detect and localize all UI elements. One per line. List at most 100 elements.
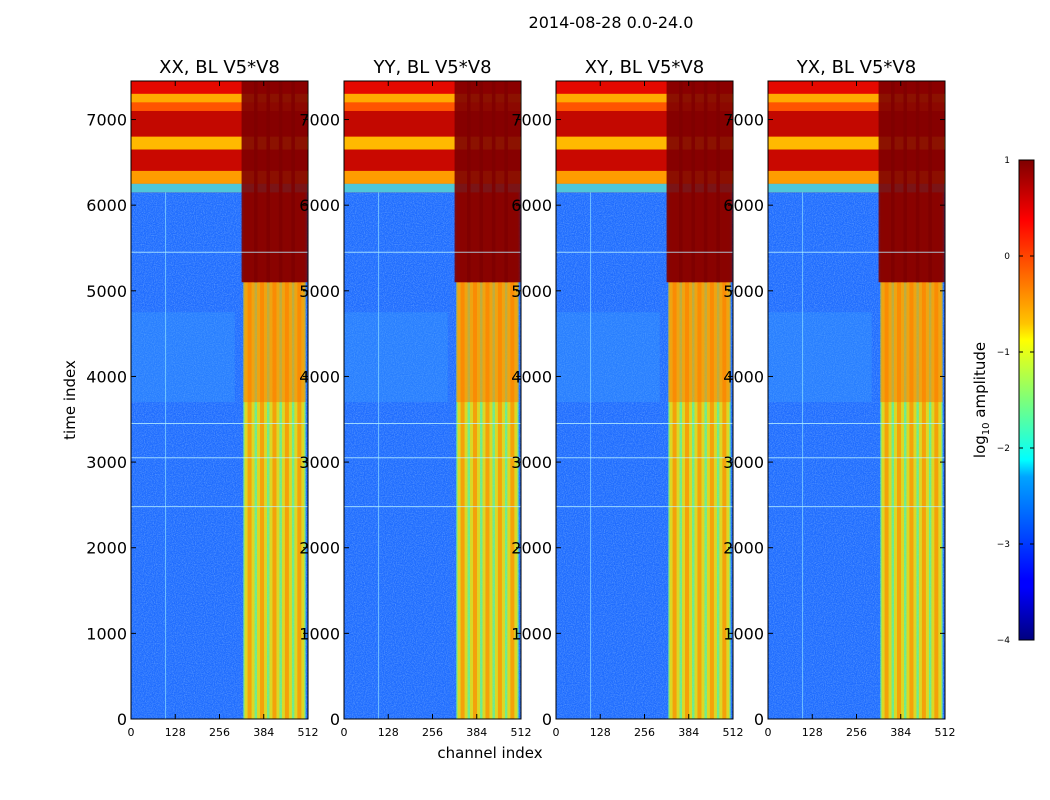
heatmap-pillar <box>467 81 484 283</box>
heatmap-pillar <box>278 81 295 283</box>
x-tick-label: 0 <box>553 726 560 739</box>
heatmap-pillar <box>491 81 508 283</box>
colorbar-tick-label: 1 <box>1004 156 1010 166</box>
y-axis-label: time index <box>61 360 79 440</box>
heatmap-stripe-core <box>934 192 939 719</box>
heatmap-band-faint <box>131 312 235 403</box>
x-tick-label: 512 <box>298 726 319 739</box>
y-tick-label: 7000 <box>511 111 552 130</box>
y-tick-label: 0 <box>330 710 340 729</box>
y-tick-label: 7000 <box>723 111 764 130</box>
x-tick-label: 0 <box>765 726 772 739</box>
heatmap-pillar <box>241 81 258 283</box>
figure-title: 2014-08-28 0.0-24.0 <box>529 13 694 32</box>
panels: XX, BL V5*V8 0 128 256 384 512 0 1000 2000 3000 40… <box>86 57 955 739</box>
colorbar-label-base: log <box>971 435 989 458</box>
x-tick-label: 256 <box>422 726 443 739</box>
x-tick-label: 256 <box>634 726 655 739</box>
colorbar-tick-label: −3 <box>997 540 1010 550</box>
colorbar-label: log10 amplitude <box>971 342 992 458</box>
y-tick-label: 2000 <box>511 539 552 558</box>
heatmap-stripe-core <box>284 192 289 719</box>
heatmap-band-faint <box>556 312 660 403</box>
colorbar-label-sub: 10 <box>981 422 992 435</box>
heatmap-pillar <box>891 81 908 283</box>
y-tick-label: 7000 <box>86 111 127 130</box>
colorbar-tick-label: −1 <box>997 348 1010 358</box>
x-tick-label: 256 <box>209 726 230 739</box>
heatmap-pillar <box>479 81 496 283</box>
heatmap-top-row <box>768 102 945 111</box>
colorbar-label-rest: amplitude <box>971 342 989 423</box>
x-tick-label: 128 <box>590 726 611 739</box>
heatmap-stripe-core <box>260 192 265 719</box>
x-tick-label: 384 <box>253 726 274 739</box>
y-tick-label: 7000 <box>299 111 340 130</box>
heatmap-pillar <box>878 81 895 283</box>
heatmap-pillar <box>915 81 932 283</box>
heatmap-stripe-core <box>247 192 252 719</box>
y-tick-label: 3000 <box>299 453 340 472</box>
x-tick-label: 384 <box>678 726 699 739</box>
colorbar-tick-label: −4 <box>997 636 1011 646</box>
heatmap-stripe-core <box>510 192 515 719</box>
y-tick-label: 1000 <box>299 624 340 643</box>
heatmap-top-row <box>131 183 308 193</box>
x-axis-label: channel index <box>437 744 542 762</box>
y-tick-label: 2000 <box>86 539 127 558</box>
y-tick-label: 2000 <box>723 539 764 558</box>
heatmap-stripe-core <box>460 192 465 719</box>
heatmap-pillar <box>266 81 283 283</box>
x-tick-label: 512 <box>511 726 532 739</box>
panel-title: YX, BL V5*V8 <box>796 57 916 78</box>
heatmap-top-row <box>768 93 945 103</box>
heatmap-stripe-core <box>272 192 277 719</box>
heatmap-stripe-core <box>497 192 502 719</box>
heatmap-pillar <box>504 81 521 283</box>
y-tick-label: 6000 <box>723 196 764 215</box>
heatmap-pillar <box>903 81 920 283</box>
heatmap-top-row <box>556 102 733 111</box>
heatmap-top-row <box>131 93 308 103</box>
y-tick-label: 6000 <box>86 196 127 215</box>
panel-title: YY, BL V5*V8 <box>372 57 491 78</box>
heatmap-stripe-core <box>297 192 302 719</box>
y-tick-label: 3000 <box>723 453 764 472</box>
heatmap-top-row <box>556 93 733 103</box>
y-tick-label: 5000 <box>86 282 127 301</box>
y-tick-label: 1000 <box>511 624 552 643</box>
y-tick-label: 0 <box>117 710 127 729</box>
panel-title: XX, BL V5*V8 <box>159 57 280 78</box>
colorbar-tick-label: −2 <box>997 444 1010 454</box>
heatmap-band-faint <box>344 312 448 403</box>
heatmap-mid-block <box>243 282 306 403</box>
y-tick-label: 4000 <box>299 367 340 386</box>
x-tick-label: 256 <box>846 726 867 739</box>
panel-xx: XX, BL V5*V8 0 128 256 384 512 0 1000 2000 3000 40… <box>86 57 318 739</box>
heatmap-stripe-core <box>709 192 714 719</box>
y-tick-label: 0 <box>754 710 764 729</box>
heatmap-pillar <box>291 81 308 283</box>
heatmap-stripe-core <box>685 192 690 719</box>
heatmap-stripe-core <box>722 192 727 719</box>
panel-title: XY, BL V5*V8 <box>585 57 704 78</box>
y-tick-label: 6000 <box>299 196 340 215</box>
x-tick-label: 384 <box>466 726 487 739</box>
heatmap-top-row <box>344 102 521 111</box>
y-tick-label: 3000 <box>511 453 552 472</box>
heatmap-top-row <box>344 183 521 193</box>
panel-yy: YY, BL V5*V8 0 128 256 384 512 0 1000 2000 3000 40… <box>299 57 531 739</box>
y-tick-label: 1000 <box>723 624 764 643</box>
heatmap-mid-block <box>456 282 519 403</box>
heatmap-top-row <box>556 183 733 193</box>
heatmap-stripe-core <box>897 192 902 719</box>
colorbar: 10 −1 −2 −3 −4 log10 amplitude <box>971 156 1035 646</box>
heatmap-stripe-core <box>473 192 478 719</box>
colorbar-ticks: 1 0 −1 −2 −3 −4 <box>997 156 1034 646</box>
heatmap-stripe-core <box>672 192 677 719</box>
y-tick-label: 4000 <box>723 367 764 386</box>
x-tick-label: 512 <box>935 726 956 739</box>
x-tick-label: 128 <box>802 726 823 739</box>
heatmap-top-row <box>344 93 521 103</box>
